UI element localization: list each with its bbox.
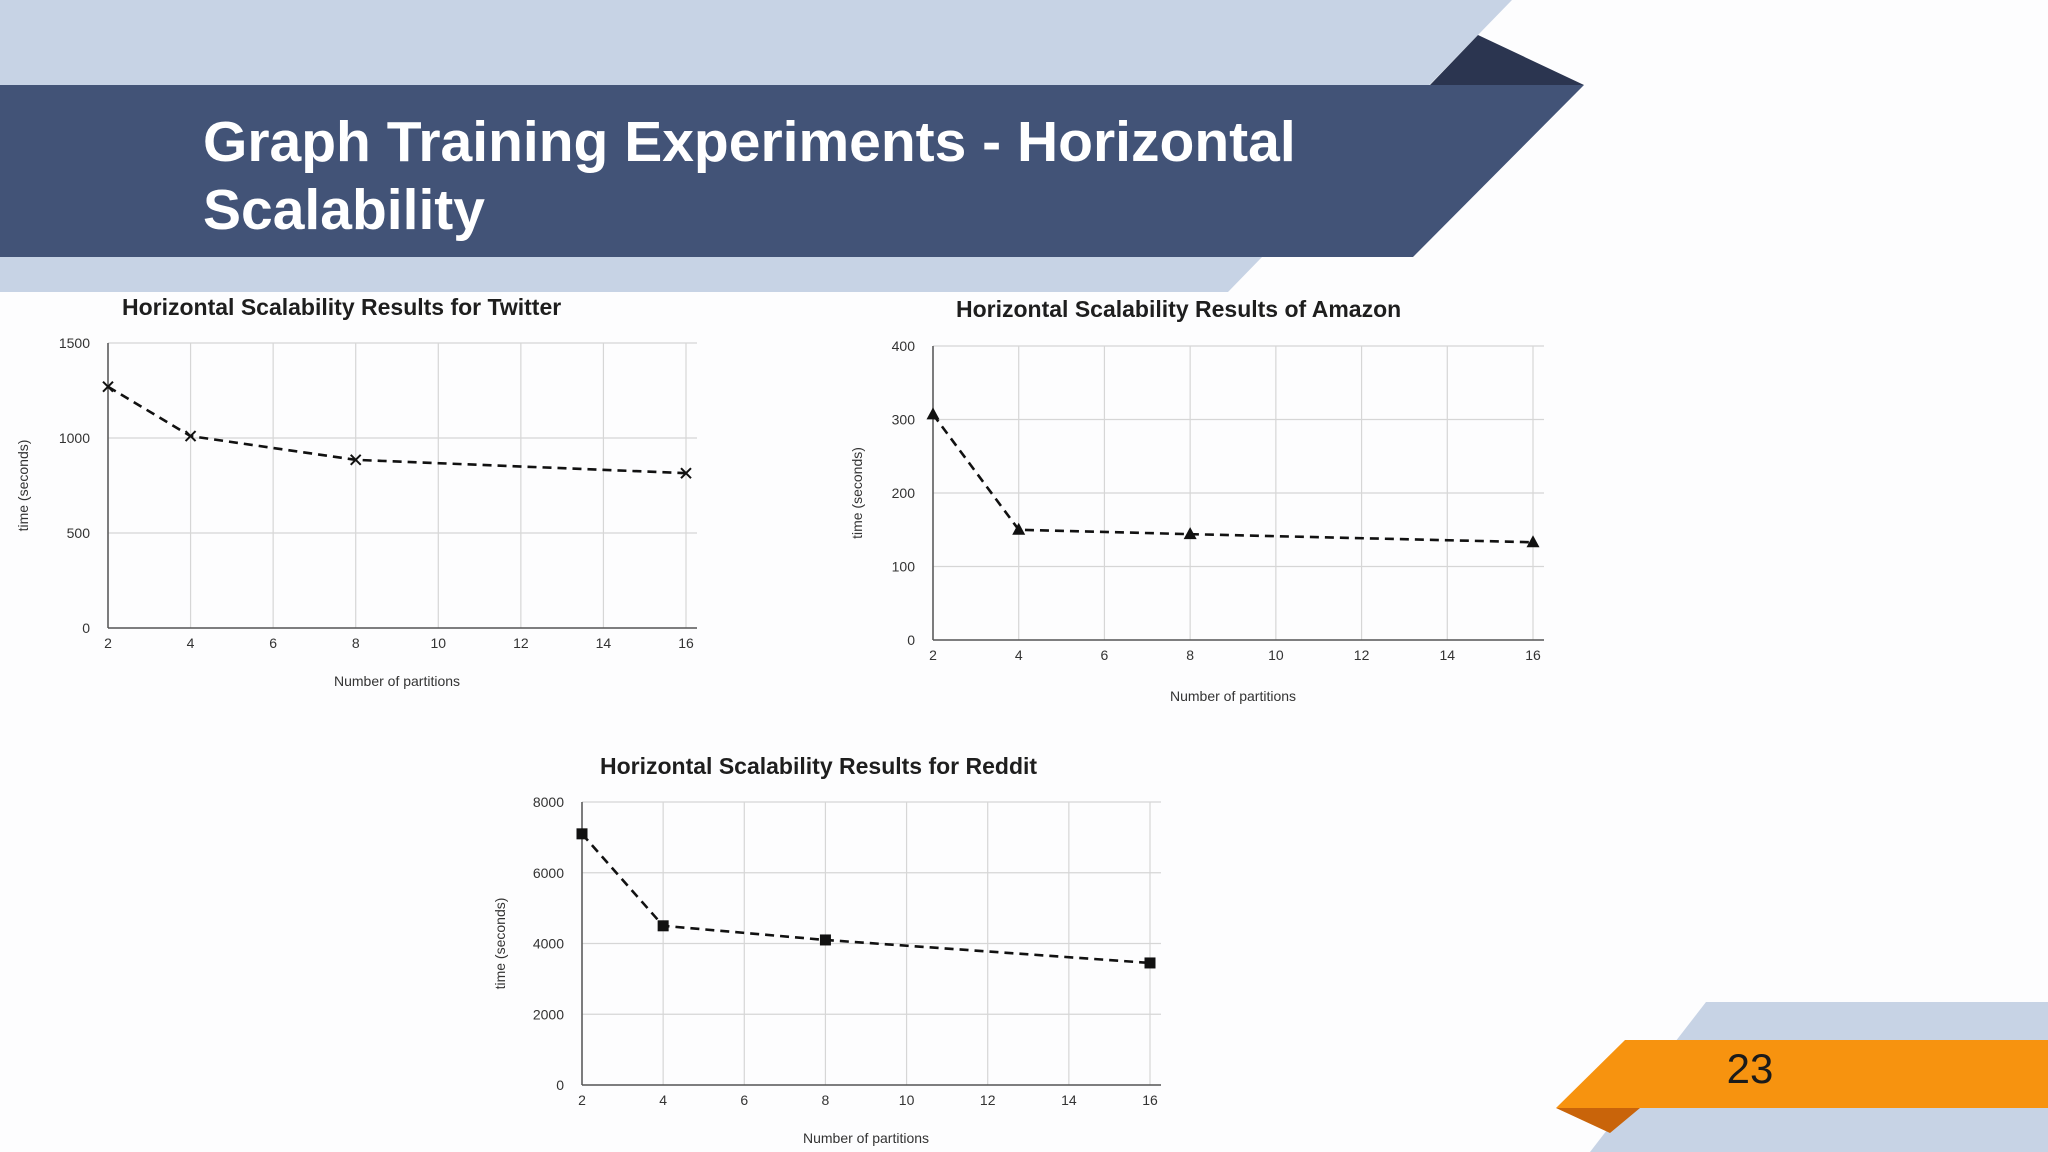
amazon-xtick-10: 10 [1268,647,1284,663]
reddit-ytick-6000: 6000 [533,865,564,881]
amazon-x-axis-label: Number of partitions [1170,688,1296,704]
twitter-point-8 [350,454,362,466]
amazon-ytick-200: 200 [892,485,916,501]
reddit-chart-title: Horizontal Scalability Results for Reddi… [600,753,1037,779]
reddit-series-line [581,832,1151,965]
reddit-xtick-12: 12 [980,1092,996,1108]
twitter-ytick-0: 0 [82,620,90,636]
amazon-ytick-100: 100 [892,559,916,575]
title-banner [0,85,1584,257]
reddit-ytick-0: 0 [556,1077,564,1093]
page-number: 23 [1726,1045,1774,1092]
twitter-ytick-1000: 1000 [59,430,90,446]
twitter-xtick-14: 14 [596,635,612,651]
page-badge-shadow [1556,1108,1640,1133]
twitter-xtick-12: 12 [513,635,529,651]
reddit-xtick-8: 8 [822,1092,830,1108]
reddit-xtick-16: 16 [1142,1092,1158,1108]
amazon-xtick-14: 14 [1439,647,1455,663]
twitter-y-axis-label: time (seconds) [15,440,31,532]
reddit-point-2 [576,828,588,840]
amazon-point-4 [1012,522,1026,535]
amazon-ytick-400: 400 [892,338,916,354]
reddit-ytick-8000: 8000 [533,794,564,810]
twitter-point-2 [102,380,114,393]
amazon-point-2 [926,407,940,420]
twitter-xtick-6: 6 [269,635,277,651]
twitter-xtick-16: 16 [678,635,694,651]
amazon-point-8 [1183,527,1197,540]
twitter-x-axis-label: Number of partitions [334,673,460,689]
amazon-chart-title: Horizontal Scalability Results of Amazon [956,296,1401,322]
twitter-series-line [107,385,687,475]
amazon-xtick-8: 8 [1186,647,1194,663]
twitter-point-16 [680,467,692,479]
twitter-ytick-1500: 1500 [59,335,90,351]
amazon-point-16 [1526,535,1540,548]
reddit-ytick-4000: 4000 [533,936,564,952]
reddit-point-4 [657,920,669,932]
amazon-y-axis-label: time (seconds) [849,447,865,539]
twitter-xtick-4: 4 [187,635,195,651]
reddit-xtick-10: 10 [899,1092,915,1108]
reddit-xtick-2: 2 [578,1092,586,1108]
banner-dark-corner [1430,35,1584,85]
reddit-ytick-2000: 2000 [533,1006,564,1022]
amazon-series-line [931,413,1534,544]
reddit-point-16 [1144,957,1156,969]
amazon-xtick-4: 4 [1015,647,1023,663]
twitter-xtick-10: 10 [430,635,446,651]
reddit-point-8 [819,934,831,946]
reddit-xtick-6: 6 [740,1092,748,1108]
slide-title: Graph Training Experiments - Horizontal … [203,110,1296,242]
page-badge [1556,1040,2048,1108]
amazon-ytick-0: 0 [907,632,915,648]
twitter-chart-title: Horizontal Scalability Results for Twitt… [122,294,561,320]
amazon-ytick-300: 300 [892,412,916,428]
twitter-xtick-2: 2 [104,635,112,651]
amazon-xtick-12: 12 [1354,647,1370,663]
amazon-xtick-6: 6 [1101,647,1109,663]
twitter-ytick-500: 500 [67,525,91,541]
amazon-xtick-16: 16 [1525,647,1541,663]
reddit-x-axis-label: Number of partitions [803,1130,929,1146]
twitter-xtick-8: 8 [352,635,360,651]
reddit-xtick-14: 14 [1061,1092,1077,1108]
amazon-xtick-2: 2 [929,647,937,663]
twitter-point-4 [184,430,197,442]
reddit-y-axis-label: time (seconds) [492,898,508,990]
reddit-xtick-4: 4 [659,1092,667,1108]
